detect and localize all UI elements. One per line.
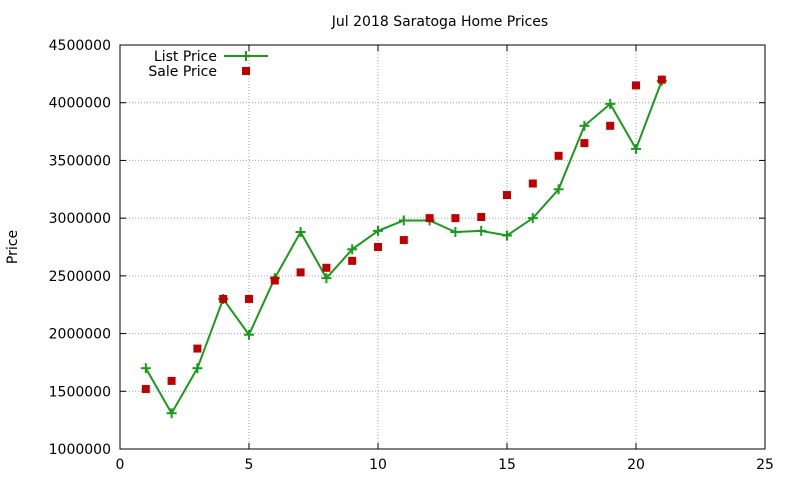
sale-price-point [348,256,357,265]
legend-label-list-price: List Price [154,49,217,65]
sale-price-point [632,81,640,90]
sale-price-point [503,191,511,200]
list-price-point [373,225,383,236]
plot-frame [119,44,766,450]
sale-price-point [374,243,382,251]
sale-price-point [477,212,486,221]
list-price-point [347,244,358,255]
legend-marker-list-price [241,51,251,61]
sale-price-point [528,179,537,188]
list-price-point [553,184,564,195]
sale-price-point [270,276,279,285]
x-tick-label: 20 [627,457,645,473]
x-tick-label: 15 [498,457,516,473]
sale-price-point [554,151,563,160]
y-tick-label: 1500000 [49,384,111,400]
y-tick-label: 3000000 [49,211,111,227]
sale-price-point [141,384,150,393]
list-price-point [192,363,203,374]
sale-price-point [193,344,202,353]
grid [120,45,765,449]
y-tick-label: 4500000 [49,38,111,54]
y-axis-label: Price [5,230,21,264]
x-tick-label: 0 [116,457,125,473]
axis-ticks: 0 5 10 15 20 25 1000000 1500000 2000000 2500000 30… [49,38,774,473]
sale-price-point [425,214,434,223]
list-price-point [502,230,512,241]
sale-price-point [245,294,253,303]
list-price-point [579,120,590,131]
list-price-point [476,225,487,236]
series-layer [140,75,667,419]
sale-price-point [451,214,460,223]
list-price-point [605,98,616,109]
x-tick-label: 10 [369,457,387,473]
chart-title: Jul 2018 Saratoga Home Prices [331,14,548,30]
y-tick-label: 1000000 [49,442,111,458]
list-price-point [295,226,306,237]
sale-price-point [296,268,305,277]
list-price-point [527,213,538,224]
list-price-point [450,226,461,237]
y-tick-label: 2000000 [49,327,111,343]
x-tick-label: 25 [756,457,774,473]
sale-price-point [580,139,589,148]
list-price-point [166,408,177,419]
sale-price-point [606,121,615,130]
legend: List Price Sale Price [148,49,268,80]
list-price-point [398,215,409,226]
list-price-point [631,143,641,154]
y-tick-label: 4000000 [49,96,111,112]
sale-price-point [219,294,228,303]
legend-marker-sale-price [242,67,250,75]
sale-price-point [399,236,408,245]
x-tick-label: 5 [245,457,254,473]
legend-label-sale-price: Sale Price [148,64,217,80]
sale-price-point [322,263,331,272]
sale-price-point [167,376,176,385]
list-price-point [321,273,332,284]
list-price-point [140,363,151,374]
y-tick-label: 3500000 [49,153,111,169]
y-tick-label: 2500000 [49,269,111,285]
list-price-point [244,329,254,340]
sale-price-point [657,75,666,84]
